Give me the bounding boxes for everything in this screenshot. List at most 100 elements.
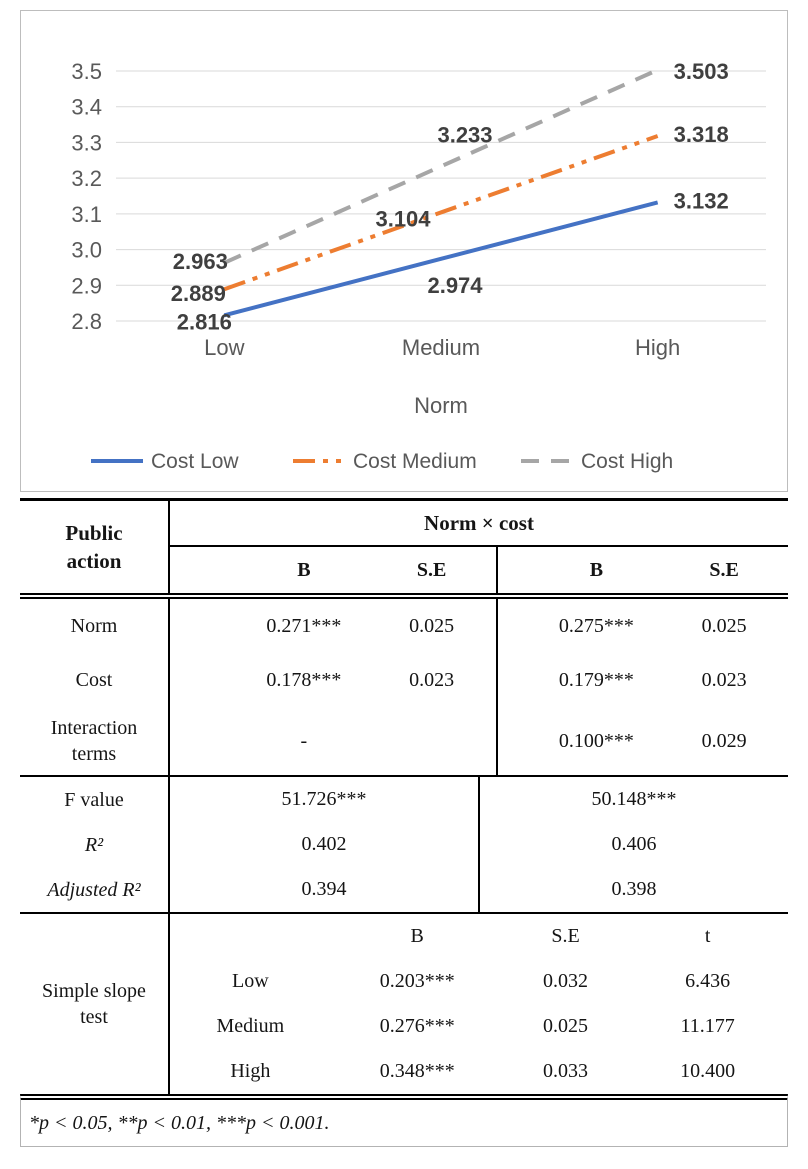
table-cell: 0.271*** <box>266 614 342 637</box>
row-values: 0.402 0.406 <box>170 822 788 867</box>
table-cell: 0.394 <box>170 867 480 912</box>
table-cell: 0.179*** <box>558 668 634 691</box>
table-cell: 0.032 <box>543 970 588 992</box>
corner-header-label: Public action <box>65 520 123 573</box>
row-values: 51.726*** 50.148*** <box>170 777 788 822</box>
col-header-se1: S.E <box>416 558 447 581</box>
table-cell: 50.148*** <box>591 788 677 810</box>
table-cell: 6.436 <box>685 970 731 992</box>
slope-level: Low <box>232 970 269 992</box>
svg-text:Low: Low <box>204 335 244 360</box>
section-rule <box>20 912 788 914</box>
svg-text:2.889: 2.889 <box>171 281 226 306</box>
model1-header-pair: B S.E <box>170 547 498 593</box>
table-cell: 0.029 <box>701 729 747 752</box>
row-label: F value <box>20 777 170 822</box>
table-cell: 0.178*** <box>266 668 342 691</box>
row-values: 0.178*** 0.023 0.179*** 0.023 <box>170 653 788 707</box>
chart-panel: 3.5 3.4 3.3 3.2 3.1 3.0 2.9 2.8 Low Medium High Nor… <box>20 10 788 492</box>
svg-text:3.5: 3.5 <box>71 59 102 84</box>
col-header-se2: S.E <box>709 558 739 581</box>
table-row-norm: Norm 0.271*** 0.025 0.275*** 0.025 <box>20 599 788 653</box>
row-label: Norm <box>20 599 170 653</box>
header-right: Norm × cost B S.E B S.E <box>170 501 788 593</box>
interaction-line-chart: 3.5 3.4 3.3 3.2 3.1 3.0 2.9 2.8 Low Medium High Nor… <box>71 59 766 473</box>
table-cell: 0.023 <box>701 668 747 691</box>
svg-text:3.503: 3.503 <box>674 59 729 84</box>
row-label: Adjusted R² <box>20 867 170 912</box>
table-cell: 0.402 <box>170 822 480 867</box>
slope-label-text: Simple slope test <box>42 980 146 1028</box>
row-label-text: Interaction terms <box>50 717 138 765</box>
model1-values: - <box>170 707 498 775</box>
table-row-r2: R² 0.402 0.406 <box>20 822 788 867</box>
slope-header-row: B S.E t <box>170 914 788 959</box>
table-row-interaction: Interaction terms - 0.100*** 0.029 <box>20 707 788 775</box>
sub-header-row: B S.E B S.E <box>170 547 788 593</box>
table-cell: 0.276*** <box>379 1015 455 1037</box>
table-cell: 0.023 <box>409 668 455 691</box>
slope-level: Medium <box>216 1015 285 1037</box>
table-row-adj-r2: Adjusted R² 0.394 0.398 <box>20 867 788 912</box>
corner-header: Public action <box>20 501 170 593</box>
model1-values: 0.271*** 0.025 <box>170 599 498 653</box>
row-label-text: R² <box>84 833 104 856</box>
model2-values: 0.275*** 0.025 <box>498 599 789 653</box>
table-header: Public action Norm × cost B S.E B S.E <box>20 501 788 593</box>
row-label: R² <box>20 822 170 867</box>
slope-header-b: B <box>410 925 424 947</box>
slope-rows: B S.E t Low 0.203*** 0.032 6.436 Medium … <box>170 914 788 1094</box>
svg-text:2.974: 2.974 <box>427 273 483 298</box>
section-rule <box>20 775 788 777</box>
row-values: 0.394 0.398 <box>170 867 788 912</box>
svg-text:Cost High: Cost High <box>581 450 673 473</box>
table-cell: 0.025 <box>701 614 747 637</box>
svg-text:2.8: 2.8 <box>71 309 102 334</box>
table-row-cost: Cost 0.178*** 0.023 0.179*** 0.023 <box>20 653 788 707</box>
row-values: 0.271*** 0.025 0.275*** 0.025 <box>170 599 788 653</box>
row-label: Cost <box>20 653 170 707</box>
slope-header-spacer <box>170 914 331 959</box>
table-cell: 0.025 <box>543 1015 588 1037</box>
table-cell: 11.177 <box>680 1015 735 1037</box>
regression-table: Public action Norm × cost B S.E B S.E <box>20 498 788 1094</box>
table-cell: 0.348*** <box>379 1060 455 1082</box>
simple-slope-section: Simple slope test B S.E t Low 0.203*** 0… <box>20 914 788 1094</box>
svg-text:3.132: 3.132 <box>674 188 729 213</box>
svg-text:3.318: 3.318 <box>674 122 729 147</box>
svg-text:3.1: 3.1 <box>71 202 102 227</box>
svg-text:3.3: 3.3 <box>71 130 102 155</box>
svg-text:3.0: 3.0 <box>71 238 102 263</box>
svg-text:Medium: Medium <box>402 335 480 360</box>
model2-values: 0.100*** 0.029 <box>498 707 789 775</box>
table-row-fvalue: F value 51.726*** 50.148*** <box>20 777 788 822</box>
svg-text:Cost Medium: Cost Medium <box>353 450 477 473</box>
svg-text:3.2: 3.2 <box>71 166 102 191</box>
table-cell: 0.275*** <box>558 614 634 637</box>
significance-footnote: *p < 0.05, **p < 0.01, ***p < 0.001. <box>20 1094 788 1147</box>
slope-level: High <box>230 1060 271 1082</box>
table-cell: 0.033 <box>543 1060 588 1082</box>
table-cell: 0.203*** <box>379 970 455 992</box>
svg-text:Norm: Norm <box>414 393 468 418</box>
table-cell <box>368 707 496 775</box>
svg-text:Cost Low: Cost Low <box>151 450 239 473</box>
model2-values: 0.179*** 0.023 <box>498 653 789 707</box>
row-label: Interaction terms <box>20 707 170 775</box>
svg-text:3.104: 3.104 <box>375 206 431 231</box>
table-cell: 10.400 <box>680 1060 736 1082</box>
svg-text:3.233: 3.233 <box>437 122 492 147</box>
svg-text:High: High <box>635 335 680 360</box>
table-cell: 0.398 <box>611 878 657 900</box>
table-cell: - <box>300 729 308 752</box>
model2-header-pair: B S.E <box>498 547 789 593</box>
row-values: - 0.100*** 0.029 <box>170 707 788 775</box>
table-cell: 0.100*** <box>558 729 634 752</box>
svg-text:3.4: 3.4 <box>71 95 102 120</box>
header-rule <box>20 593 788 599</box>
svg-text:2.816: 2.816 <box>177 309 232 334</box>
row-label-text: Adjusted R² <box>47 878 141 901</box>
row-label-text: Norm <box>70 615 118 637</box>
slope-row-low: Low 0.203*** 0.032 6.436 <box>170 959 788 1004</box>
